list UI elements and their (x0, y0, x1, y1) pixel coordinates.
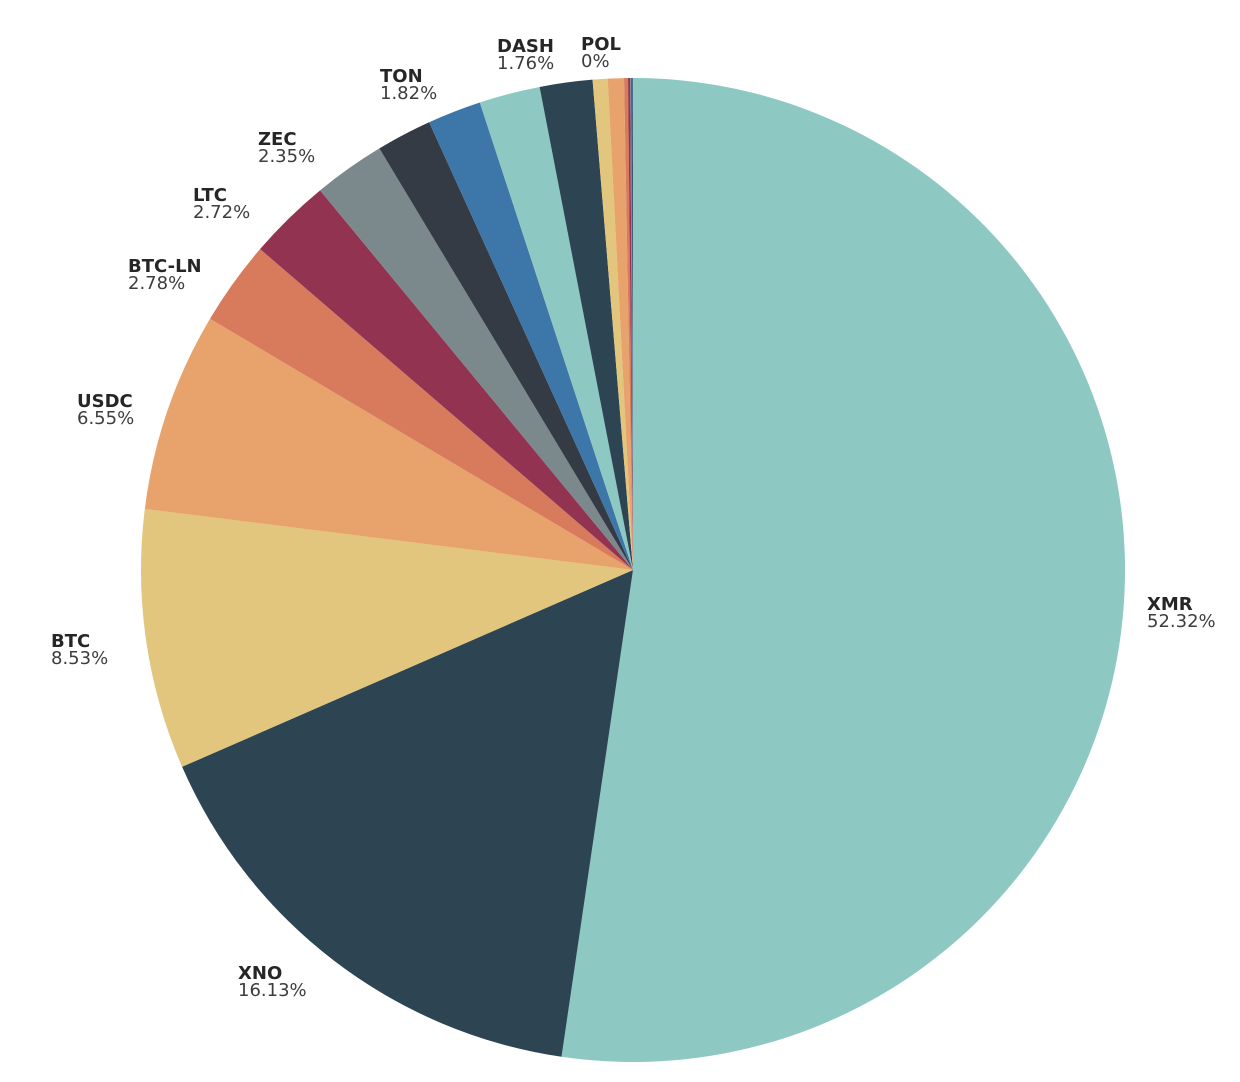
pie-slice-xmr (561, 78, 1126, 1062)
slice-name: BTC (51, 631, 91, 652)
pie-slice-btc-ln (209, 249, 634, 570)
slice-label-usdc: USDC 6.55% (77, 391, 135, 429)
slice-label-xno: XNO 16.13% (238, 963, 307, 1001)
slice-percent: 1.82% (380, 83, 438, 104)
slice-percent: 1.76% (497, 53, 555, 74)
slice-name: XMR (1147, 594, 1193, 615)
pie-slice (539, 79, 633, 571)
pie-slice (628, 78, 633, 570)
slice-label-ton: TON 1.82% (380, 66, 438, 104)
slice-percent: 2.72% (193, 202, 251, 223)
pie-slice-ton (379, 122, 633, 570)
pie-slice (479, 86, 633, 570)
pie-slice (630, 78, 633, 570)
slice-name: POL (581, 34, 621, 55)
slice-name: TON (380, 66, 423, 87)
pie-slice (592, 78, 633, 571)
slice-percent: 0% (581, 51, 610, 72)
pie-slice-ltc (260, 190, 633, 570)
slice-percent: 16.13% (238, 980, 307, 1001)
slice-percent: 8.53% (51, 648, 109, 669)
pie-slice (607, 78, 633, 570)
slice-label-ltc: LTC 2.72% (193, 185, 251, 223)
pie-slice (631, 77, 633, 570)
slice-percent: 6.55% (77, 408, 135, 429)
pie-slice-dash (429, 102, 633, 571)
slice-percent: 52.32% (1147, 611, 1216, 632)
slice-label-pol: POL 0% (581, 34, 621, 72)
slice-label-zec: ZEC 2.35% (258, 129, 316, 167)
slice-label-btc-ln: BTC-LN 2.78% (128, 256, 202, 294)
slice-label-xmr: XMR 52.32% (1147, 594, 1216, 632)
slice-label-dash: DASH 1.76% (497, 36, 555, 74)
slice-percent: 2.35% (258, 146, 316, 167)
pie-slice-xno (182, 570, 633, 1057)
slice-label-btc: BTC 8.53% (51, 631, 109, 669)
pie-slice (624, 78, 633, 571)
slice-name: XNO (238, 963, 283, 984)
slice-name: DASH (497, 36, 554, 57)
pie-slice-zec (320, 148, 633, 571)
pie-slice (632, 77, 633, 570)
slice-name: USDC (77, 391, 133, 412)
slice-name: ZEC (258, 129, 297, 150)
slice-name: BTC-LN (128, 256, 202, 277)
slice-name: LTC (193, 185, 227, 206)
pie-slice-btc (140, 508, 634, 767)
pie-slice-usdc (144, 318, 634, 570)
slice-percent: 2.78% (128, 273, 186, 294)
